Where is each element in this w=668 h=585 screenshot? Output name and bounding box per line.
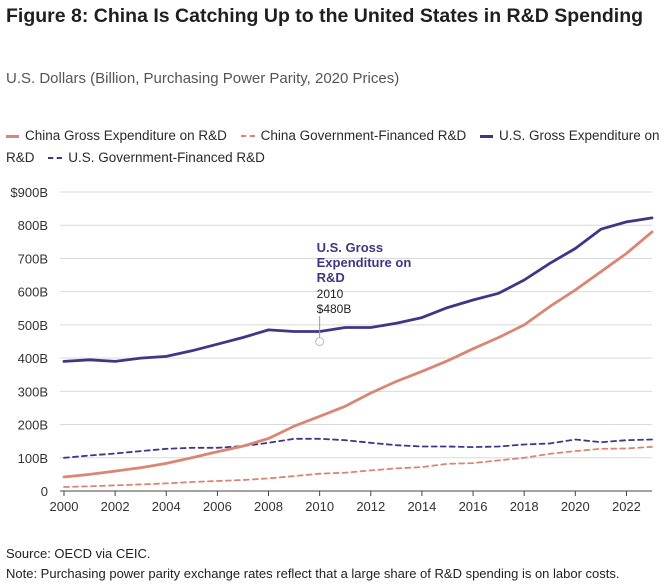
series-line-1 [63, 445, 653, 488]
series-line-0 [62, 230, 654, 479]
x-tick-label-2006: 2006 [203, 499, 232, 514]
series-line-2 [62, 216, 654, 363]
x-tick-label-2020: 2020 [561, 499, 590, 514]
y-tick-label-200: 200B [18, 418, 48, 433]
annotation-label-line-3: R&D [317, 270, 345, 285]
x-tick-label-2010: 2010 [305, 499, 334, 514]
chart-subtitle: U.S. Dollars (Billion, Purchasing Power … [6, 70, 400, 87]
x-tick-label-2014: 2014 [407, 499, 436, 514]
source-note: Source: OECD via CEIC. [6, 546, 151, 561]
annotation-year: 2010 [317, 287, 344, 301]
x-tick-label-2008: 2008 [254, 499, 283, 514]
y-tick-label-300: 300B [18, 384, 48, 399]
y-tick-label-900: $900B [10, 185, 48, 200]
y-tick-label-0: 0 [41, 484, 48, 499]
legend-label-us-gov: U.S. Government-Financed R&D [68, 150, 265, 165]
legend-swatch-china-gov [240, 135, 255, 138]
legend-label-china-gov: China Government-Financed R&D [260, 128, 467, 143]
legend-swatch-us-gross [479, 134, 493, 138]
x-tick-label-2016: 2016 [459, 499, 488, 514]
y-tick-label-700: 700B [18, 251, 48, 266]
x-tick-label-2018: 2018 [510, 499, 539, 514]
y-tick-label-600: 600B [18, 285, 48, 300]
y-tick-label-100: 100B [18, 451, 48, 466]
legend-item-us-gross: U.S. Gross Expenditure on R&D [6, 128, 660, 165]
legend-swatch-us-gov [48, 157, 63, 160]
legend-item-china-gov: China Government-Financed R&D [240, 128, 467, 143]
annotation-value: $480B [317, 302, 352, 316]
x-tick-label-2004: 2004 [152, 499, 181, 514]
legend-swatch-china-gross [6, 134, 19, 138]
annotation-label-line-1: U.S. Gross [317, 240, 383, 255]
footnote: Note: Purchasing power parity exchange r… [6, 566, 620, 581]
annotation-marker [315, 337, 325, 347]
legend-label-china-gross: China Gross Expenditure on R&D [25, 128, 227, 143]
figure-number: Figure 8: [6, 5, 89, 27]
y-tick-label-500: 500B [18, 318, 48, 333]
x-tick-label-2012: 2012 [356, 499, 385, 514]
figure-title-text: China Is Catching Up to the United State… [88, 5, 644, 27]
legend-item-us-gov: U.S. Government-Financed R&D [48, 150, 265, 165]
y-tick-label-800: 800B [18, 218, 48, 233]
chart-title: Figure 8: China Is Catching Up to the Un… [6, 4, 646, 29]
x-tick-label-2002: 2002 [101, 499, 130, 514]
y-tick-label-400: 400B [18, 351, 48, 366]
annotation-label-line-2: Expenditure on [317, 255, 412, 270]
series-line-3 [63, 437, 653, 459]
legend-item-china-gross: China Gross Expenditure on R&D [6, 128, 227, 143]
legend: China Gross Expenditure on R&D China Gov… [6, 125, 662, 169]
x-tick-label-2000: 2000 [50, 499, 79, 514]
x-tick-label-2022: 2022 [612, 499, 641, 514]
legend-label-us-gross: U.S. Gross Expenditure on R&D [6, 128, 660, 165]
